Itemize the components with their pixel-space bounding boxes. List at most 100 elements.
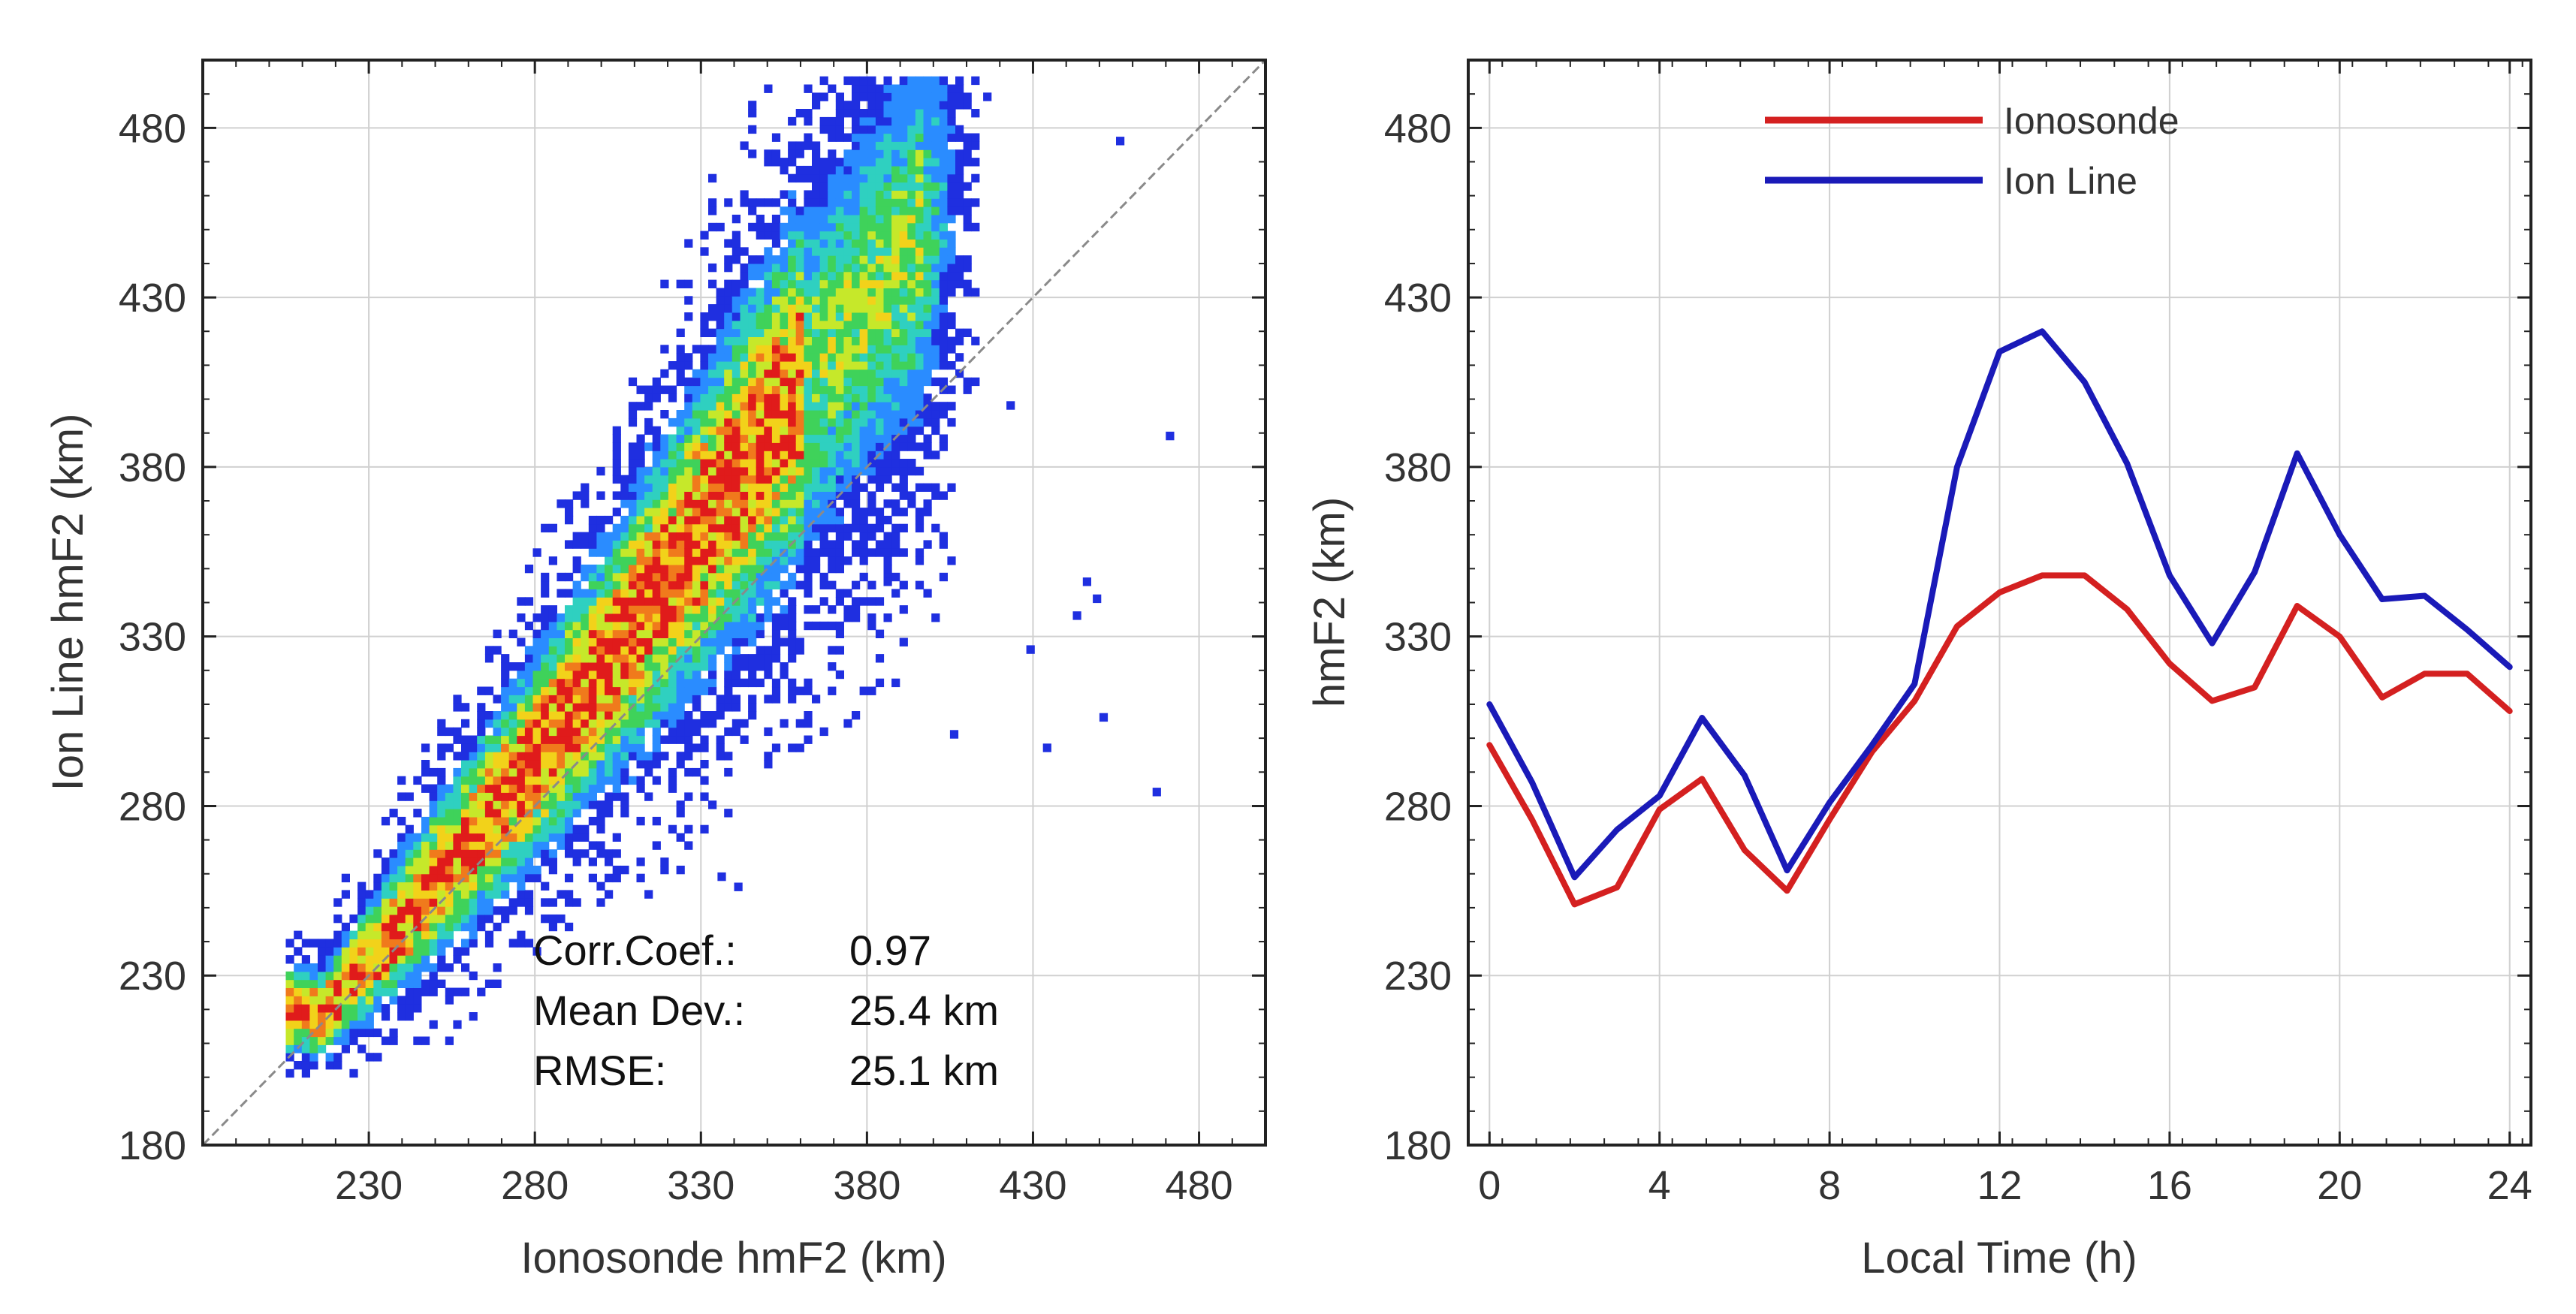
density-cell <box>716 646 725 655</box>
density-cell <box>731 580 741 589</box>
density-cell <box>461 800 470 809</box>
density-cell <box>612 580 621 589</box>
density-cell <box>325 963 334 972</box>
density-cell <box>748 222 757 232</box>
density-cell <box>708 483 717 492</box>
density-cell <box>891 532 900 541</box>
density-cell <box>971 288 980 297</box>
density-cell <box>931 304 940 313</box>
density-cell <box>883 417 892 427</box>
density-cell <box>318 939 327 948</box>
density-cell <box>572 800 581 809</box>
density-cell <box>716 589 725 598</box>
density-cell <box>318 979 327 988</box>
density-cell <box>596 564 605 574</box>
density-cell <box>899 133 908 142</box>
density-cell <box>517 784 526 793</box>
density-cell <box>740 597 749 606</box>
density-cell <box>668 824 677 834</box>
density-cell <box>828 662 837 671</box>
density-cell <box>508 719 517 728</box>
density-cell <box>915 165 925 175</box>
density-cell <box>724 320 733 330</box>
density-cell <box>477 873 486 883</box>
density-cell <box>588 719 597 728</box>
density-cell <box>819 182 828 191</box>
density-cell <box>939 239 948 248</box>
density-cell <box>541 523 550 533</box>
density-cell <box>923 222 932 232</box>
density-cell <box>899 263 908 273</box>
density-cell <box>780 426 789 435</box>
density-cell <box>795 548 804 557</box>
density-cell <box>628 483 638 492</box>
density-cell <box>731 589 741 598</box>
density-cell <box>684 597 693 606</box>
density-cell <box>891 173 900 183</box>
density-cell <box>341 1004 350 1013</box>
density-cell <box>445 987 454 996</box>
density-cell <box>748 336 757 345</box>
density-cell <box>788 499 797 508</box>
density-cell <box>955 255 964 264</box>
density-cell <box>389 939 398 948</box>
density-cell <box>947 231 956 240</box>
density-cell <box>771 263 781 273</box>
density-cell <box>357 906 366 915</box>
density-cell <box>724 703 733 712</box>
density-cell <box>731 491 741 500</box>
density-cell <box>771 564 781 574</box>
density-cell <box>780 320 789 330</box>
density-cell <box>867 165 876 175</box>
density-cell <box>437 727 446 737</box>
density-cell <box>644 572 653 582</box>
density-cell <box>812 345 821 354</box>
density-cell <box>437 816 446 826</box>
density-cell <box>620 572 629 582</box>
density-cell <box>804 621 813 631</box>
density-cell <box>612 792 621 801</box>
density-cell <box>764 483 773 492</box>
density-cell <box>660 670 669 680</box>
density-cell <box>748 271 757 281</box>
density-cell <box>684 735 693 744</box>
density-cell <box>365 1020 374 1029</box>
density-cell <box>708 572 717 582</box>
density-cell <box>676 491 685 500</box>
density-cell <box>955 369 964 378</box>
density-cell <box>812 605 821 614</box>
density-cell <box>572 752 581 761</box>
density-cell <box>517 890 526 899</box>
density-cell <box>668 572 677 582</box>
density-cell <box>548 865 557 875</box>
density-cell <box>771 597 781 606</box>
density-cell <box>524 767 534 777</box>
density-cell <box>493 849 502 858</box>
density-cell <box>724 328 733 337</box>
density-cell <box>628 548 638 557</box>
density-cell <box>644 540 653 549</box>
outlier-cell <box>717 872 726 882</box>
density-cell <box>875 116 885 126</box>
density-cell <box>931 149 940 158</box>
density-cell <box>939 158 948 167</box>
density-cell <box>309 996 318 1005</box>
density-cell <box>891 239 900 248</box>
density-cell <box>501 767 510 777</box>
density-cell <box>883 247 892 256</box>
density-cell <box>731 532 741 541</box>
density-cell <box>795 206 804 215</box>
density-cell <box>795 377 804 387</box>
density-cell <box>819 621 828 631</box>
density-cell <box>548 760 557 769</box>
density-cell <box>700 475 709 484</box>
density-cell <box>771 426 781 435</box>
density-cell <box>684 451 693 460</box>
density-cell <box>947 125 956 134</box>
density-cell <box>548 914 557 924</box>
density-cell <box>963 385 972 394</box>
density-cell <box>915 345 925 354</box>
density-cell <box>684 613 693 622</box>
density-cell <box>788 239 797 248</box>
density-cell <box>557 654 566 663</box>
